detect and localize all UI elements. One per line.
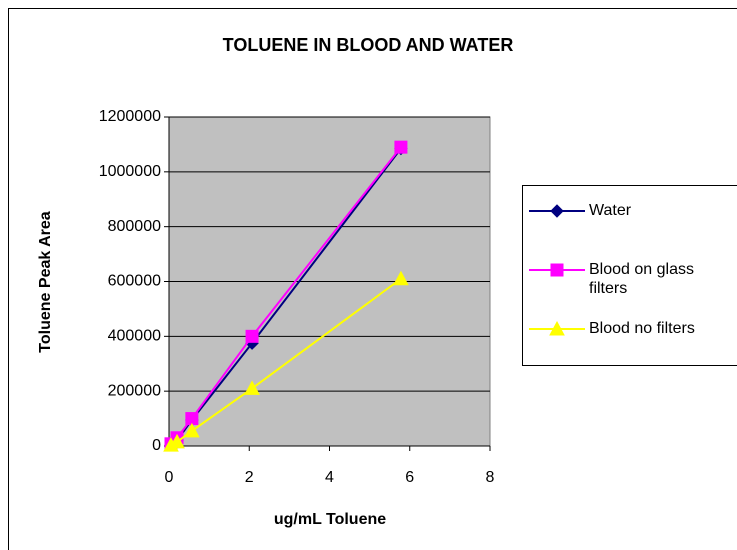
legend-label: Blood no filters	[589, 320, 695, 337]
y-tick-label: 1000000	[99, 163, 161, 180]
chart-title: TOLUENE IN BLOOD AND WATER	[223, 35, 514, 55]
x-tick-label: 0	[165, 469, 174, 486]
y-tick-label: 800000	[108, 218, 161, 235]
x-tick-label: 6	[405, 469, 414, 486]
y-tick-label: 600000	[108, 273, 161, 290]
legend-label: Water	[589, 202, 632, 219]
data-point	[184, 422, 200, 438]
legend-marker	[550, 204, 564, 218]
x-tick-label: 8	[486, 469, 495, 486]
legend-marker	[549, 320, 565, 336]
data-point	[185, 412, 199, 426]
x-tick-label: 4	[325, 469, 334, 486]
y-axis-label: Toluene Peak Area	[37, 211, 54, 352]
data-point	[244, 380, 260, 395]
y-tick-label: 1200000	[99, 108, 161, 125]
y-tick-label: 200000	[108, 382, 161, 399]
data-point	[394, 140, 408, 154]
legend-marker	[550, 263, 564, 277]
y-tick-label: 400000	[108, 328, 161, 345]
y-tick-label: 0	[152, 437, 161, 454]
x-axis-label: ug/mL Toluene	[274, 511, 386, 528]
legend-label: Blood on glass filters	[589, 261, 694, 297]
data-point	[245, 329, 259, 343]
data-point	[169, 433, 185, 449]
x-tick-label: 2	[245, 469, 254, 486]
data-point	[393, 270, 409, 286]
